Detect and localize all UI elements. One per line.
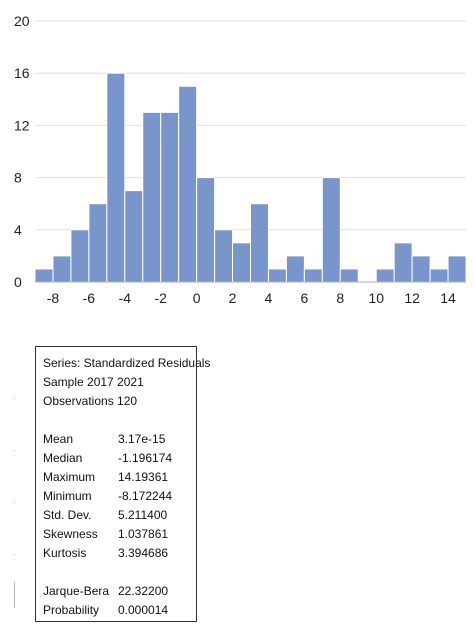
x-tick-label: 4 [265,290,273,306]
stat-row-median: Median -1.196174 [43,451,193,467]
stat-row-kurtosis: Kurtosis 3.394686 [43,546,193,562]
stat-label: Skewness [43,527,98,541]
stat-row-maximum: Maximum 14.19361 [43,470,193,486]
histogram-bar [196,177,216,283]
histogram-bar [106,72,126,283]
stat-row-jarque-bera: Jarque-Bera 22.32200 [43,584,193,600]
x-tick-label: 10 [368,290,384,306]
stat-label: Maximum [43,470,96,484]
stat-value: 3.394686 [118,546,169,560]
stat-row-std-dev: Std. Dev. 5.211400 [43,508,193,524]
margin-tick-mark [14,554,15,555]
histogram-bar [429,268,449,283]
stat-label: Std. Dev. [43,508,92,522]
x-tick-label: -8 [47,290,60,306]
histogram-bar [52,255,72,283]
margin-tick-mark [14,502,15,503]
margin-tick-mark [14,398,15,399]
histogram-bar [250,203,269,283]
stat-value: -8.172244 [118,489,173,503]
histogram-bar [321,177,341,283]
histogram-bar [339,268,359,283]
y-tick-label: 4 [14,222,22,238]
histogram-bar [88,203,108,283]
histogram-bar [285,255,305,283]
stat-label: Minimum [43,489,92,503]
y-tick-label: 20 [14,13,30,29]
stat-value: 1.037861 [118,527,169,541]
histogram-bar [124,190,144,283]
x-tick-label: 12 [404,290,420,306]
histogram-bar [375,268,395,283]
x-tick-label: 14 [440,290,456,306]
stat-row-minimum: Minimum -8.172244 [43,489,193,505]
histogram-bar [411,255,431,283]
histogram-bar [303,268,323,283]
series-line: Series: Standardized Residuals [43,356,211,370]
histogram-bar [393,242,413,283]
stat-value: -1.196174 [118,451,173,465]
stat-value: 0.000014 [118,603,169,617]
stat-label: Kurtosis [43,546,87,560]
x-tick-label: 0 [193,290,201,306]
x-tick-label: -4 [119,290,132,306]
sample-line: Sample 2017 2021 [43,375,144,389]
histogram-chart: 0 4 8 12 16 20 -8 -6 -4 -2 0 2 4 6 8 10 12 14 [14,13,467,306]
x-tick-labels: -8 -6 -4 -2 0 2 4 6 8 10 12 14 [47,290,456,306]
histogram-bar [232,242,252,283]
stat-row-mean: Mean 3.17e-15 [43,432,193,448]
stat-label: Jarque-Bera [43,584,110,598]
y-tick-label: 0 [14,274,22,290]
histogram-bar [142,111,162,283]
histogram-bar [214,229,234,283]
x-tick-label: 2 [229,290,237,306]
histogram-bar [160,111,180,283]
x-tick-label: 8 [336,290,344,306]
stat-row-skewness: Skewness 1.037861 [43,527,193,543]
y-tick-label: 12 [14,117,30,133]
x-tick-label: -6 [83,290,96,306]
stat-value: 14.19361 [118,470,169,484]
y-tick-label: 8 [14,170,22,186]
y-tick-label: 16 [14,65,30,81]
x-tick-label: 6 [300,290,308,306]
grid-lines [35,20,466,231]
histogram-bar [178,85,198,283]
margin-tick-mark [14,582,15,608]
stat-value: 3.17e-15 [118,432,166,446]
histogram-bar [70,229,90,283]
stat-value: 22.32200 [118,584,169,598]
histogram-bar [447,255,467,283]
x-tick-label: -2 [154,290,167,306]
stat-label: Mean [43,432,74,446]
histogram-bar [34,268,54,283]
y-tick-labels: 0 4 8 12 16 20 [14,13,30,290]
stat-row-probability: Probability 0.000014 [43,603,193,619]
observations-line: Observations 120 [43,394,138,408]
statistics-panel: Series: Standardized Residuals Sample 20… [35,346,210,622]
stat-label: Probability [43,603,100,617]
histogram-bar [267,268,287,283]
margin-tick-mark [14,450,15,451]
stat-value: 5.211400 [118,508,168,522]
stat-label: Median [43,451,83,465]
